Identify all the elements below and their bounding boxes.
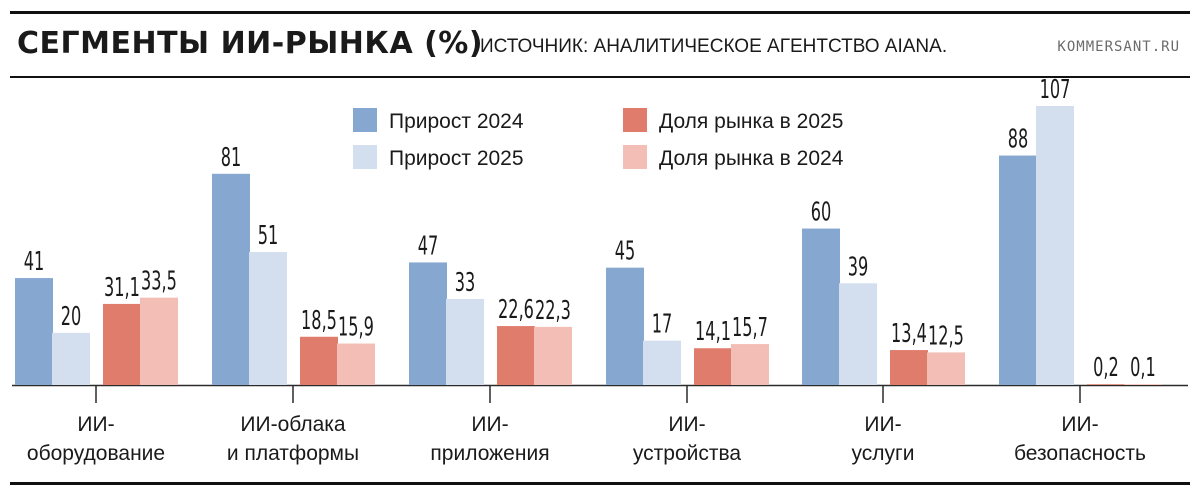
bar [731,344,769,385]
legend-label: Доля рынка в 2024 [659,147,844,170]
bar-value-label: 45 [615,236,636,266]
category-label: услуги [852,442,915,465]
category-label: ИИ- [668,413,705,436]
category-label: приложения [430,442,549,465]
bar-value-label: 81 [221,143,242,173]
bar [300,336,338,385]
bar-value-label: 41 [24,247,45,277]
bar [1124,384,1162,385]
bar [497,326,535,385]
bar-value-label: 88 [1008,124,1029,154]
bar [52,332,90,385]
bar-value-label: 0,1 [1130,353,1156,383]
legend-label: Прирост 2025 [389,147,524,170]
bar [140,297,178,385]
legend-swatch [623,145,647,169]
legend-swatch [623,108,647,132]
bar-value-label: 60 [811,197,832,227]
bar-value-label: 13,4 [891,319,927,349]
bar-value-label: 47 [418,231,439,261]
bar [212,173,250,385]
legend-label: Доля рынка в 2025 [659,110,843,133]
bar [606,267,644,385]
bar-value-label: 15,7 [732,313,768,343]
top-rule [10,11,1190,14]
bar [534,326,572,385]
bar-value-label: 17 [652,309,673,339]
category-label: и платформы [227,442,359,465]
bar [839,283,877,385]
bar-value-label: 18,5 [301,306,337,336]
category-label: ИИ- [471,413,508,436]
bar-value-label: 51 [258,221,279,251]
bar-value-label: 31,1 [104,273,140,303]
source-note: ИСТОЧНИК: АНАЛИТИЧЕСКОЕ АГЕНТСТВО AIANA. [480,36,948,57]
bar [802,228,840,385]
legend-swatch [353,145,377,169]
bar [337,343,375,385]
category-label: ИИ- [864,413,901,436]
bar [15,278,53,385]
category-label: ИИ- [77,413,114,436]
bar-value-label: 33,5 [141,266,177,296]
bar [1087,384,1125,385]
bar-value-label: 12,5 [928,321,964,351]
chart-title: СЕГМЕНТЫ ИИ-РЫНКА (%) [17,26,484,61]
bar [409,262,447,385]
legend-label: Прирост 2024 [389,110,524,133]
bar [643,340,681,385]
bar-value-label: 22,3 [535,296,571,326]
bar-value-label: 22,6 [498,295,534,325]
bar [103,303,141,385]
category-label: ИИ-облака [240,413,346,436]
bar-value-label: 20 [61,302,82,332]
bar [927,352,965,385]
bar [999,155,1037,385]
bar-value-label: 14,1 [695,317,731,347]
category-label: оборудование [27,442,165,465]
bar [890,350,928,385]
header-rule [10,76,1190,78]
category-label: ИИ- [1061,413,1098,436]
bar [446,298,484,385]
bar [249,252,287,385]
bar-value-label: 33 [455,268,476,298]
bar-value-label: 107 [1040,75,1071,105]
bar [1036,106,1074,385]
bar-value-label: 39 [848,252,869,282]
site-credit: KOMMERSANT.RU [1057,39,1180,55]
bar-value-label: 0,2 [1093,353,1119,383]
category-label: устройства [633,442,742,465]
bar [694,348,732,385]
bottom-rule [10,482,1190,485]
legend-swatch [353,108,377,132]
bar-value-label: 15,9 [338,312,374,342]
category-label: безопасность [1014,442,1146,465]
